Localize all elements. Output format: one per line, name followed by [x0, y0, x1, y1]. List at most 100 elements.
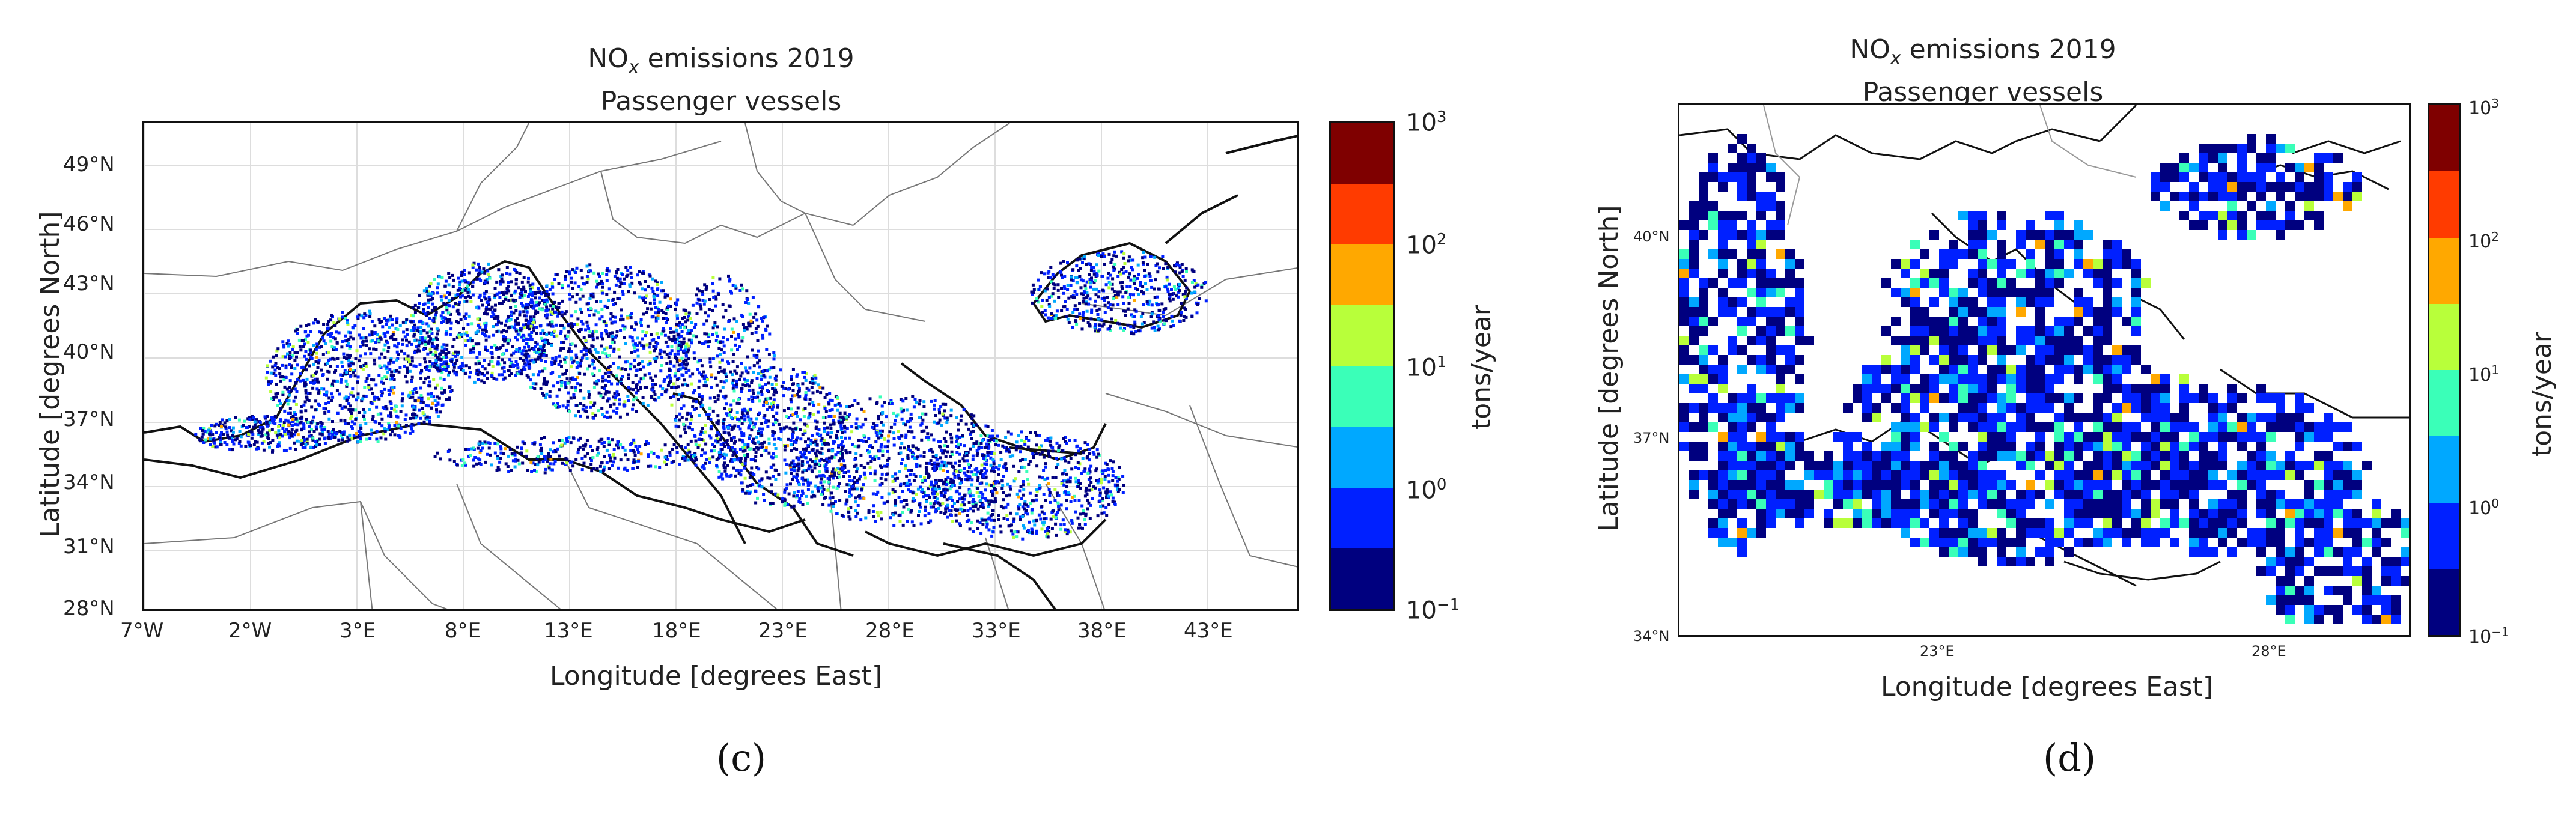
emission-cell [587, 327, 591, 330]
emission-cell [729, 416, 733, 419]
emission-cell [880, 421, 883, 424]
emission-cell [315, 377, 319, 381]
emission-cell [684, 367, 688, 371]
emission-cell [1103, 475, 1107, 478]
emission-cell [571, 268, 574, 272]
emission-cell [618, 415, 622, 419]
emission-cell [373, 397, 377, 401]
emission-cell [811, 434, 814, 437]
emission-cell [499, 275, 503, 278]
emission-cell [654, 279, 657, 283]
emission-cell [1054, 522, 1058, 526]
emission-cell [529, 315, 532, 319]
emission-cell [955, 489, 959, 493]
emission-cell [476, 329, 480, 333]
emission-cell [1043, 512, 1046, 516]
emission-cell [791, 389, 795, 392]
emission-cell [915, 463, 918, 466]
emission-cell [1043, 520, 1046, 524]
emission-cell [415, 390, 419, 394]
emission-cell [744, 457, 748, 460]
emission-cell [985, 458, 988, 462]
emission-cell [785, 483, 789, 487]
emission-cell [754, 330, 758, 334]
emission-cell [400, 399, 404, 403]
emission-cell [487, 303, 490, 306]
emission-cell [1065, 485, 1068, 488]
emission-cell [598, 275, 601, 278]
emission-cell [646, 324, 650, 328]
emission-cell [801, 371, 805, 374]
emission-cell [925, 500, 928, 503]
emission-cell [327, 350, 330, 354]
emission-cell [761, 385, 764, 389]
emission-cell [752, 437, 755, 441]
emission-cell [854, 452, 858, 455]
emission-cell [577, 329, 580, 332]
emission-cell [615, 393, 619, 397]
emission-cell [788, 426, 792, 430]
emission-cell [1105, 463, 1109, 466]
emission-cell [702, 467, 706, 471]
emission-cell [746, 383, 749, 386]
emission-cell [611, 297, 615, 301]
emission-cell [1033, 523, 1037, 527]
emission-cell [635, 410, 638, 413]
emission-cell [364, 352, 367, 356]
emission-cell [704, 380, 707, 384]
emission-cell [347, 408, 351, 411]
emission-cell [1057, 505, 1061, 508]
emission-cell [1058, 444, 1062, 448]
emission-cell [1068, 476, 1072, 480]
emission-cell [740, 339, 744, 343]
emission-cell [352, 371, 355, 375]
emission-cell [427, 375, 430, 379]
emission-cell [723, 461, 726, 465]
emission-cell [406, 371, 409, 374]
emission-cell [345, 357, 349, 360]
emission-cell [435, 327, 439, 331]
emission-cell [833, 471, 836, 475]
emission-cell [668, 374, 672, 377]
emission-cell [875, 401, 879, 404]
emission-cell [832, 455, 836, 459]
emission-cell [707, 308, 711, 311]
emission-cell [819, 439, 823, 443]
emission-cell [981, 439, 984, 443]
emission-cell [760, 431, 763, 434]
emission-cell [818, 434, 821, 437]
emission-cell [678, 359, 682, 362]
emission-cell [349, 374, 352, 378]
emission-cell [1046, 437, 1050, 440]
emission-cell [848, 517, 852, 521]
emission-cell [694, 443, 698, 446]
emission-cell [797, 387, 801, 390]
emission-cell [962, 459, 966, 463]
emission-cell [478, 370, 482, 374]
emission-cell [405, 357, 408, 361]
emission-cell [789, 398, 793, 401]
emission-cell [399, 410, 403, 413]
emission-cell [955, 509, 958, 512]
emission-cell [1068, 530, 1072, 534]
emission-cell [1116, 488, 1119, 491]
emission-cell [573, 396, 576, 399]
emission-cell [693, 389, 696, 392]
emission-cell [907, 488, 910, 492]
emission-cell [986, 439, 990, 442]
emission-cell [1101, 504, 1105, 508]
emission-cell [368, 312, 372, 315]
emission-cell [457, 333, 460, 337]
emission-cell [899, 482, 903, 486]
emission-cell [505, 287, 509, 290]
emission-cell [575, 366, 579, 369]
emission-cell [425, 417, 429, 421]
emission-cell [344, 379, 348, 383]
emission-cell [413, 399, 417, 402]
emission-cell [425, 289, 428, 293]
emission-cell [576, 382, 580, 386]
emission-cell [383, 335, 387, 338]
emission-cell [933, 461, 936, 465]
emission-cell [445, 330, 448, 333]
emission-cell [514, 278, 518, 281]
